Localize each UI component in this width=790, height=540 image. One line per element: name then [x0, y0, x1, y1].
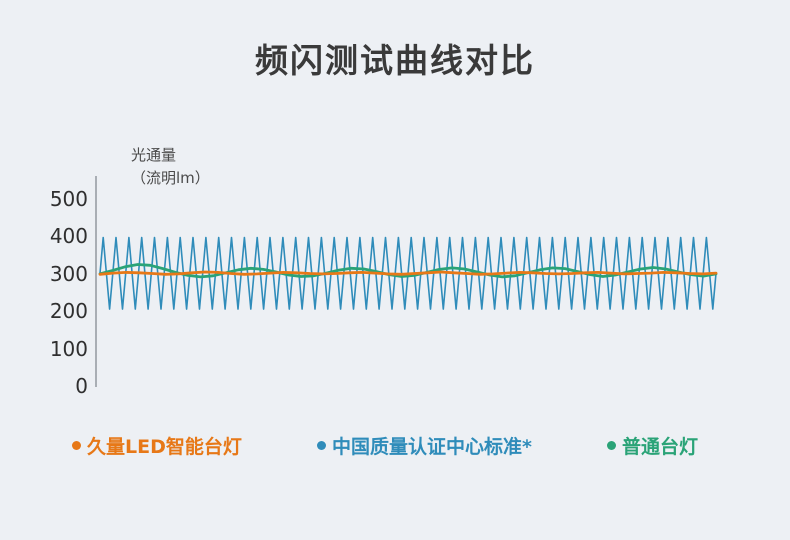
y-axis-tick: 400: [49, 224, 88, 248]
legend-label: 久量LED智能台灯: [87, 436, 242, 458]
chart-title: 频闪测试曲线对比: [255, 41, 535, 80]
y-axis-tick: 100: [49, 336, 88, 361]
y-axis-tick: 0: [75, 374, 88, 398]
y-axis-label: 光通量 （流明lm）: [131, 144, 210, 190]
legend-label: 普通台灯: [621, 436, 698, 458]
series-line: [99, 236, 717, 310]
legend-dot-icon: [72, 441, 81, 450]
y-axis-label-line1: 光通量: [131, 146, 177, 164]
y-axis-tick: 500: [49, 186, 88, 211]
legend-item: 中国质量认证中心标准*: [316, 432, 532, 459]
legend-dot-icon: [606, 441, 616, 450]
y-axis-tick: 300: [49, 261, 88, 286]
y-axis-label-line2: （流明lm）: [131, 169, 210, 187]
legend-dot-icon: [316, 441, 326, 450]
y-axis-tick: 200: [49, 299, 88, 323]
legend-item: 普通台灯: [606, 432, 698, 459]
series-line: [98, 263, 718, 279]
series-line: [98, 270, 718, 276]
legend-label: 中国质量认证中心标准*: [331, 436, 532, 458]
legend: 久量LED智能台灯 中国质量认证中心标准* 普通台灯: [0, 432, 790, 459]
legend-item: 久量LED智能台灯: [72, 432, 242, 459]
